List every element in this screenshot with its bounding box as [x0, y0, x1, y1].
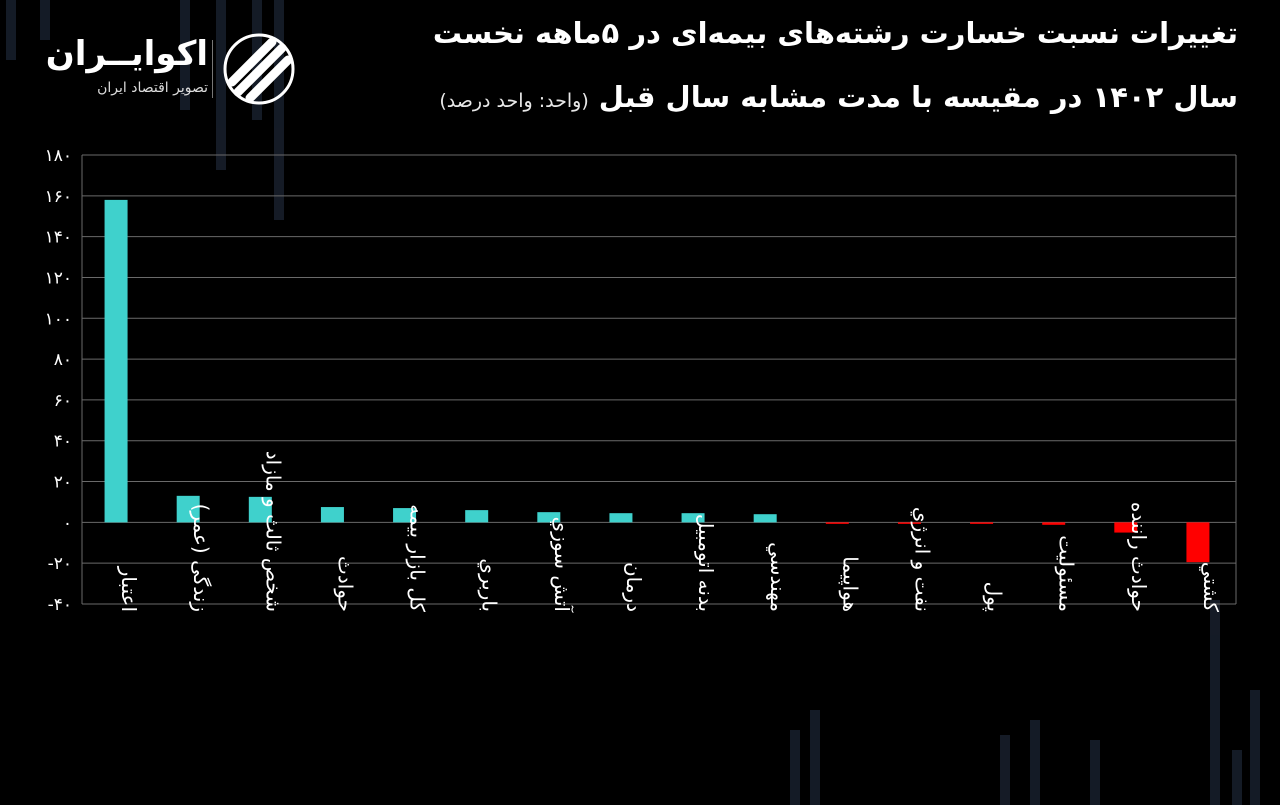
- x-category-label: مسئولیت: [1055, 535, 1079, 612]
- y-tick-label: -۲۰: [48, 554, 72, 574]
- chart-title-line-2: سال ۱۴۰۲ در مقیسه با مدت مشابه سال قبل (و…: [439, 80, 1238, 114]
- x-category-label: حوادث راننده: [1127, 502, 1151, 612]
- x-category-label: بدنه اتومبیل: [694, 514, 718, 612]
- x-category-label: آتش سوزي: [549, 517, 575, 614]
- bar: [393, 508, 417, 523]
- bar: [897, 522, 921, 524]
- x-category-label: حوادث: [333, 556, 357, 612]
- y-tick-label: ۰: [63, 513, 72, 533]
- y-tick-label: ۱۶۰: [45, 187, 72, 207]
- x-category-label: شخص ثالث و مازاد: [261, 451, 285, 612]
- y-tick-label: -۴۰: [48, 595, 72, 615]
- chart-title-line-2-text: سال ۱۴۰۲ در مقیسه با مدت مشابه سال قبل: [598, 80, 1238, 114]
- bar: [970, 522, 994, 524]
- bar: [825, 522, 849, 524]
- unit-note: (واحد: واحد درصد): [439, 90, 589, 112]
- y-tick-label: ۸۰: [54, 350, 72, 370]
- bar: [1114, 522, 1138, 533]
- x-category-label: پول: [982, 582, 1007, 612]
- brand-tagline: تصویر اقتصاد ایران: [97, 80, 208, 96]
- x-category-label: مهندسي: [765, 542, 790, 612]
- header: تغییرات نسبت خسارت رشته‌های بیمه‌ای در ۵…: [0, 0, 1280, 130]
- brand-name: اکوایــران: [45, 34, 208, 74]
- bar: [320, 507, 344, 523]
- bar: [609, 513, 633, 523]
- bar: [1186, 522, 1210, 563]
- y-tick-label: ۱۸۰: [45, 146, 72, 166]
- chart-title-line-1: تغییرات نسبت خسارت رشته‌های بیمه‌ای در ۵…: [432, 16, 1238, 50]
- x-category-label: اعتبار: [117, 566, 141, 612]
- bar: [104, 199, 128, 523]
- x-category-label: زندگی (عمر): [189, 504, 213, 612]
- y-tick-label: ۱۰۰: [45, 309, 72, 329]
- x-category-label: نفت و انرژي: [909, 507, 934, 612]
- bar: [1042, 522, 1066, 525]
- x-category-label: باربري: [477, 558, 502, 612]
- y-tick-label: ۴۰: [54, 432, 72, 452]
- x-category-label: هواپیما: [837, 556, 862, 612]
- bar: [537, 512, 561, 523]
- bar: [176, 495, 200, 523]
- x-category-label: کشتي: [1198, 562, 1223, 613]
- bar: [753, 514, 777, 523]
- x-category-label: کل بازار بیمه: [406, 504, 430, 612]
- y-tick-label: ۲۰: [54, 473, 72, 493]
- y-tick-label: ۱۲۰: [45, 268, 72, 288]
- logo-divider: [212, 40, 213, 98]
- bar: [681, 513, 705, 523]
- ecoiran-logo-icon: [223, 33, 295, 105]
- x-category-label: درمان: [622, 562, 646, 612]
- bar-chart: -۴۰ -۲۰ ۰ ۲۰ ۴۰ ۶۰ ۸۰ ۱۰۰ ۱۲۰ ۱۴۰ ۱۶۰ ۱۸۰ اعتبار زندگ…: [45, 146, 1237, 615]
- y-tick-label: ۱۴۰: [45, 228, 72, 248]
- y-tick-label: ۶۰: [54, 391, 72, 411]
- bar: [465, 510, 489, 523]
- bar: [248, 496, 272, 523]
